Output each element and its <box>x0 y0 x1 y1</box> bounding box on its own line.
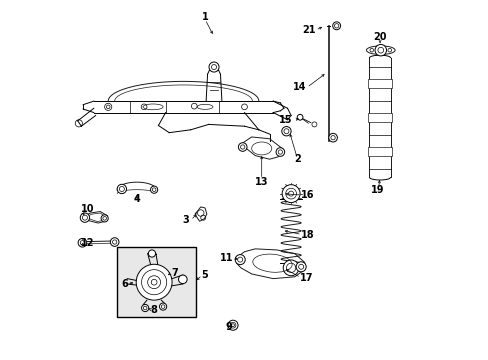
Text: 2: 2 <box>294 154 301 164</box>
Ellipse shape <box>366 46 394 54</box>
Text: 12: 12 <box>81 238 95 248</box>
Circle shape <box>78 238 86 247</box>
Text: 3: 3 <box>182 215 188 225</box>
Circle shape <box>332 22 340 30</box>
Circle shape <box>374 44 386 56</box>
Circle shape <box>235 255 244 265</box>
Text: 15: 15 <box>279 115 292 125</box>
Circle shape <box>178 275 187 284</box>
Bar <box>367 79 391 88</box>
Circle shape <box>80 213 89 222</box>
Text: 10: 10 <box>81 204 95 214</box>
Circle shape <box>297 114 303 120</box>
Text: 13: 13 <box>254 177 268 187</box>
Circle shape <box>110 238 119 246</box>
Text: 8: 8 <box>150 305 157 315</box>
Circle shape <box>159 303 166 310</box>
Circle shape <box>101 215 108 222</box>
Circle shape <box>227 320 238 330</box>
Text: 14: 14 <box>292 82 305 93</box>
Circle shape <box>328 134 337 142</box>
Circle shape <box>281 127 290 136</box>
Circle shape <box>282 185 300 203</box>
Bar <box>117 247 196 317</box>
Circle shape <box>208 62 219 72</box>
Text: 7: 7 <box>171 267 177 278</box>
Text: 5: 5 <box>201 270 208 280</box>
Circle shape <box>238 143 246 151</box>
Circle shape <box>142 305 148 312</box>
Text: 16: 16 <box>301 190 314 200</box>
Circle shape <box>150 186 158 193</box>
Circle shape <box>276 148 284 156</box>
Bar <box>367 147 391 156</box>
Circle shape <box>136 264 172 300</box>
Bar <box>367 113 391 122</box>
Circle shape <box>148 250 155 257</box>
Text: 21: 21 <box>302 25 316 35</box>
Circle shape <box>283 260 298 276</box>
Text: 6: 6 <box>121 279 128 289</box>
Text: 19: 19 <box>370 185 384 195</box>
Text: 18: 18 <box>301 230 314 239</box>
Circle shape <box>296 262 305 272</box>
Text: 9: 9 <box>225 322 232 332</box>
Text: 20: 20 <box>372 32 386 41</box>
Text: 17: 17 <box>300 273 313 283</box>
Text: 4: 4 <box>133 194 140 204</box>
Text: 1: 1 <box>201 12 208 22</box>
Text: 11: 11 <box>219 253 233 263</box>
Circle shape <box>147 276 160 289</box>
Circle shape <box>117 184 126 194</box>
